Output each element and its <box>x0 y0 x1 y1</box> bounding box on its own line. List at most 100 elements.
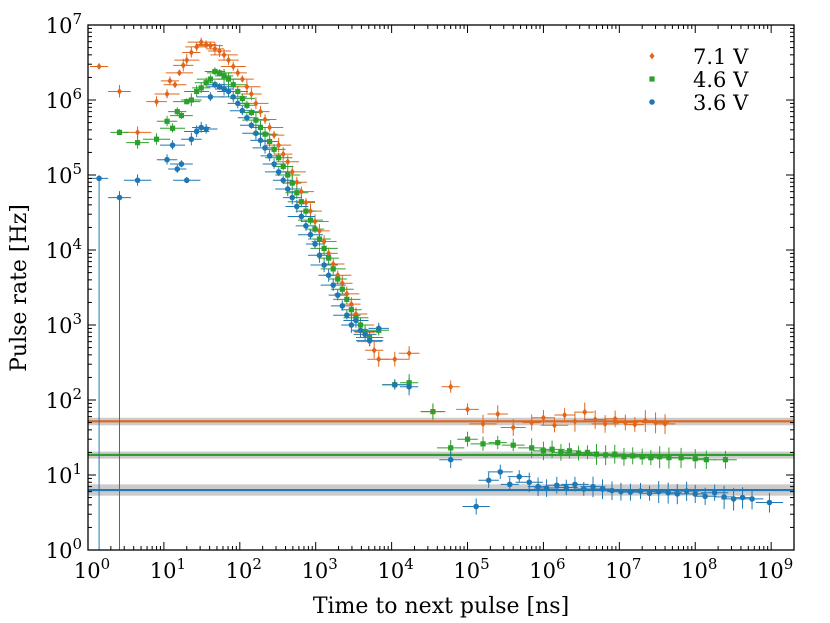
data-point-1-74 <box>692 456 698 462</box>
data-point-1-43 <box>348 307 354 313</box>
data-point-1-33 <box>303 208 309 214</box>
x-axis-label: Time to next pulse [ns] <box>313 594 569 619</box>
data-point-1-21 <box>248 109 254 116</box>
data-point-0-41 <box>330 260 336 268</box>
data-point-0-0 <box>96 63 102 70</box>
data-point-1-10 <box>198 85 204 91</box>
data-point-2-54 <box>497 469 504 475</box>
data-point-2-24 <box>262 145 268 151</box>
data-point-1-22 <box>253 117 259 123</box>
data-point-2-50 <box>406 383 412 390</box>
data-point-0-46 <box>353 310 359 318</box>
data-point-1-45 <box>357 322 364 328</box>
data-point-1-65 <box>603 452 609 458</box>
data-point-0-66 <box>592 416 598 423</box>
data-point-1-69 <box>639 454 645 460</box>
data-point-0-7 <box>176 69 182 77</box>
plot-frame <box>87 24 795 551</box>
error-bars <box>89 37 784 550</box>
data-point-2-48 <box>375 325 382 332</box>
data-point-2-55 <box>506 481 513 488</box>
data-point-1-35 <box>312 226 318 232</box>
data-point-2-68 <box>627 489 634 495</box>
data-point-0-18 <box>225 56 232 64</box>
data-point-1-36 <box>316 236 323 242</box>
data-point-2-76 <box>702 493 708 500</box>
data-point-0-35 <box>303 199 309 206</box>
data-point-1-24 <box>262 131 268 137</box>
data-point-2-53 <box>485 477 492 484</box>
x-tick-label: 101 <box>150 555 186 583</box>
data-point-2-45 <box>357 327 364 334</box>
data-point-1-20 <box>244 102 250 108</box>
data-point-1-18 <box>235 88 241 95</box>
data-point-0-17 <box>221 51 227 59</box>
data-point-2-41 <box>339 303 346 309</box>
y-tick-label: 104 <box>46 235 82 263</box>
data-point-1-42 <box>344 296 350 302</box>
data-point-1-60 <box>558 449 564 456</box>
data-point-2-63 <box>580 486 587 492</box>
data-point-1-3 <box>164 118 170 124</box>
data-point-0-8 <box>180 61 186 69</box>
data-point-2-0 <box>96 175 102 182</box>
x-tick-label: 103 <box>302 555 338 583</box>
data-point-1-64 <box>593 451 600 457</box>
data-point-1-76 <box>722 457 729 463</box>
y-tick-label: 102 <box>46 385 82 413</box>
data-point-0-9 <box>184 56 190 64</box>
data-point-2-13 <box>212 81 218 88</box>
data-point-0-1 <box>116 88 123 95</box>
data-point-2-6 <box>178 161 185 167</box>
data-point-2-81 <box>749 496 755 502</box>
data-point-0-65 <box>582 408 588 416</box>
data-point-0-20 <box>235 69 241 77</box>
data-point-1-8 <box>188 97 194 103</box>
data-point-2-71 <box>655 488 662 495</box>
data-point-2-65 <box>599 486 606 492</box>
legend-label-1: 4.6 V <box>693 68 749 92</box>
data-point-1-31 <box>294 190 300 196</box>
data-point-0-43 <box>339 279 345 287</box>
data-point-1-41 <box>339 286 345 292</box>
data-point-1-72 <box>666 455 672 461</box>
data-point-1-2 <box>153 136 160 142</box>
data-point-1-26 <box>271 146 277 152</box>
data-point-1-68 <box>630 453 636 459</box>
data-point-1-6 <box>178 112 184 119</box>
data-point-2-40 <box>334 292 341 298</box>
data-point-0-28 <box>271 131 277 139</box>
data-point-2-1 <box>116 194 123 201</box>
data-point-2-23 <box>257 137 264 144</box>
data-point-2-34 <box>307 231 314 238</box>
data-point-0-3 <box>153 98 160 106</box>
data-point-2-21 <box>248 122 255 129</box>
data-point-0-40 <box>326 250 332 257</box>
data-point-2-51 <box>447 456 454 463</box>
data-point-0-72 <box>653 419 659 426</box>
data-point-1-59 <box>549 446 555 452</box>
data-point-2-19 <box>239 107 246 114</box>
data-point-0-50 <box>371 346 377 354</box>
data-point-0-38 <box>316 227 323 235</box>
data-point-1-56 <box>510 442 516 448</box>
data-point-2-77 <box>711 489 718 496</box>
data-point-1-0 <box>116 129 123 135</box>
data-point-2-46 <box>362 331 368 338</box>
data-point-2-66 <box>609 487 615 494</box>
data-point-0-23 <box>248 90 254 98</box>
data-points <box>96 38 773 510</box>
data-point-2-33 <box>303 223 309 229</box>
data-point-2-5 <box>174 166 181 172</box>
data-point-2-59 <box>543 485 550 491</box>
data-point-1-67 <box>621 454 627 460</box>
data-point-2-49 <box>391 381 398 388</box>
data-point-2-43 <box>348 322 355 328</box>
data-point-0-4 <box>164 90 170 98</box>
data-point-1-19 <box>239 95 245 102</box>
data-point-0-68 <box>612 415 618 423</box>
data-point-1-53 <box>464 436 471 442</box>
data-point-1-61 <box>566 448 573 454</box>
data-point-2-44 <box>353 317 359 324</box>
data-point-0-12 <box>198 38 204 46</box>
